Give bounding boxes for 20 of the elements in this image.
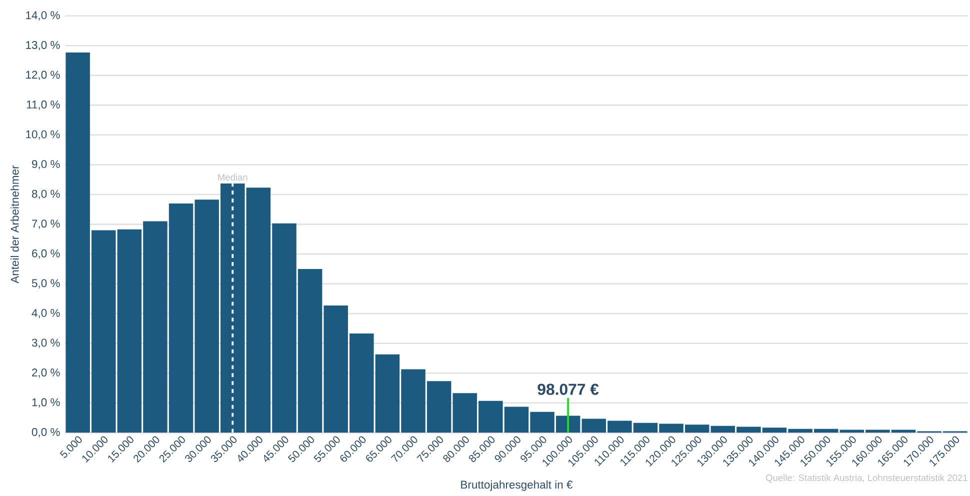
- y-tick-label: 13,0 %: [26, 40, 60, 50]
- y-tick-label: 10,0 %: [26, 130, 60, 140]
- y-tick-label: 12,0 %: [26, 70, 60, 80]
- y-tick-label: 7,0 %: [32, 220, 60, 229]
- y-tick-label: 9,0 %: [32, 160, 60, 170]
- y-tick-label: 2,0 %: [32, 368, 60, 378]
- source-note: Quelle: Statistik Austria, Lohnsteuerstatistik 2021: [766, 474, 968, 483]
- ref-line-label: Median: [218, 174, 248, 180]
- y-tick-label: 8,0 %: [32, 190, 60, 200]
- y-tick-label: 14,0 %: [26, 11, 60, 20]
- y-tick-label: 11,0 %: [26, 100, 60, 110]
- x-axis-title: Bruttojahresgehalt in €: [461, 480, 573, 491]
- y-axis-title: Anteil der Arbeitnehmer: [10, 165, 19, 284]
- y-tick-label: 6,0 %: [32, 249, 60, 259]
- y-tick-label: 0,0 %: [32, 428, 60, 438]
- y-tick-label: 4,0 %: [32, 308, 60, 318]
- ref-line-label: 98.077 €: [538, 384, 599, 395]
- y-tick-label: 3,0 %: [32, 338, 60, 348]
- y-tick-label: 5,0 %: [32, 279, 60, 288]
- y-tick-label: 1,0 %: [32, 398, 60, 408]
